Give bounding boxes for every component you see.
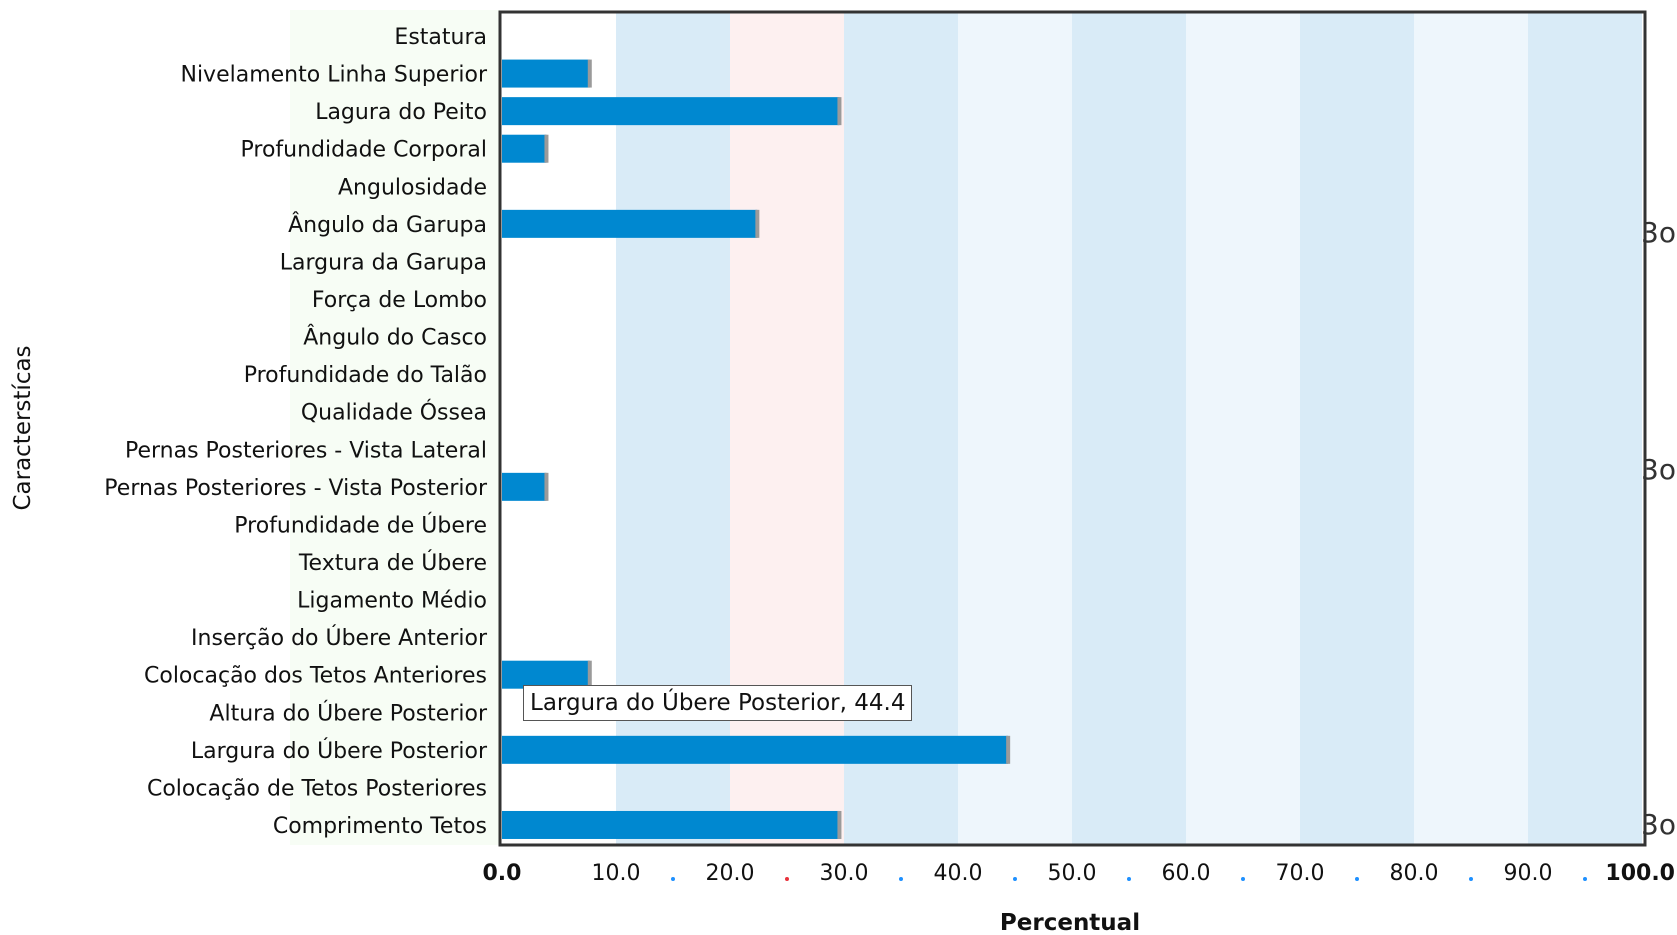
- x-tick-label: 50.0: [1048, 861, 1097, 886]
- category-label: Colocação dos Tetos Anteriores: [144, 664, 487, 689]
- tick-separator-dot: [1355, 877, 1359, 881]
- category-label: Ângulo da Garupa: [288, 212, 487, 238]
- bar[interactable]: [502, 735, 1009, 764]
- tick-separator-dot: [1013, 877, 1017, 881]
- bar[interactable]: [502, 810, 840, 839]
- category-labels: Estatura Nivelamento Linha Superior Lagura…: [104, 25, 488, 839]
- bar[interactable]: [502, 97, 840, 126]
- category-label: Comprimento Tetos: [273, 814, 487, 839]
- plot-band: [1528, 12, 1642, 845]
- x-tick-label: 0.0: [483, 861, 522, 886]
- category-label: Textura de Úbere: [298, 550, 487, 576]
- tick-separator-dot: [899, 877, 903, 881]
- bars: [502, 59, 1011, 839]
- x-tick-label: 20.0: [706, 861, 755, 886]
- x-tick-label: 10.0: [592, 861, 641, 886]
- tick-separator-dot: [1469, 877, 1473, 881]
- category-label: Ângulo do Casco: [303, 325, 487, 351]
- plot-band: [1300, 12, 1414, 845]
- plot-band: [1414, 12, 1528, 845]
- x-tick-labels: 0.0 10.0 20.0 30.0 40.0 50.0 60.0 70.0 80.0 90.0 1…: [483, 861, 1675, 886]
- category-label: Profundidade de Úbere: [234, 512, 487, 538]
- category-label: Angulosidade: [338, 175, 487, 200]
- category-label: Profundidade Corporal: [241, 138, 487, 163]
- category-label: Qualidade Óssea: [301, 400, 487, 426]
- category-label: Ligamento Médio: [297, 589, 487, 614]
- category-label: Nivelamento Linha Superior: [180, 63, 487, 88]
- category-label: Largura da Garupa: [280, 250, 487, 275]
- x-tick-label: 60.0: [1162, 861, 1211, 886]
- category-label: Profundidade do Talão: [244, 363, 487, 388]
- category-label: Lagura do Peito: [315, 100, 487, 125]
- category-label: Altura do Úbere Posterior: [209, 700, 488, 726]
- side-mark-2: 3o: [1641, 453, 1676, 486]
- label-area-background: [290, 10, 500, 845]
- bar-edge: [837, 810, 842, 839]
- bar-edge: [755, 209, 760, 238]
- x-tick-label: 40.0: [934, 861, 983, 886]
- bar[interactable]: [502, 134, 547, 163]
- x-tick-label: 30.0: [820, 861, 869, 886]
- plot-band: [1186, 12, 1300, 845]
- category-label: Estatura: [394, 25, 487, 50]
- bar[interactable]: [502, 660, 590, 689]
- bar[interactable]: [502, 59, 590, 88]
- bar-edge: [587, 660, 592, 689]
- side-mark-1: 3o: [1641, 216, 1676, 249]
- x-axis-title: Percentual: [1000, 910, 1140, 935]
- tick-separator-dot: [1241, 877, 1245, 881]
- category-label: Pernas Posteriores - Vista Lateral: [125, 438, 487, 463]
- bar-tooltip: Largura do Úbere Posterior, 44.4: [523, 685, 913, 721]
- category-label: Pernas Posteriores - Vista Posterior: [104, 476, 488, 501]
- tick-separator-dot: [1583, 877, 1587, 881]
- x-tick-label: 80.0: [1390, 861, 1439, 886]
- bar-edge: [544, 472, 549, 501]
- x-tick-label: 70.0: [1276, 861, 1325, 886]
- bar-edge: [587, 59, 592, 88]
- category-label: Força de Lombo: [312, 288, 487, 313]
- x-tick-label: 90.0: [1504, 861, 1553, 886]
- x-tick-label: 100.0: [1605, 861, 1675, 886]
- plot-band: [1072, 12, 1186, 845]
- tick-separator-dot: [785, 877, 789, 881]
- bar[interactable]: [502, 209, 758, 238]
- bar-edge: [1006, 735, 1011, 764]
- category-label: Inserção do Úbere Anterior: [191, 625, 488, 651]
- side-mark-3: 3o: [1641, 808, 1676, 841]
- y-axis-title: Caracterstícas: [10, 345, 36, 510]
- bar[interactable]: [502, 472, 547, 501]
- bar-edge: [837, 97, 842, 126]
- bar-edge: [544, 134, 549, 163]
- tick-separator-dot: [671, 877, 675, 881]
- tick-separator-dot: [1127, 877, 1131, 881]
- category-label: Largura do Úbere Posterior: [191, 738, 488, 764]
- category-label: Colocação de Tetos Posteriores: [147, 776, 487, 801]
- plot-frame: [498, 10, 1647, 847]
- plot-band: [958, 12, 1072, 845]
